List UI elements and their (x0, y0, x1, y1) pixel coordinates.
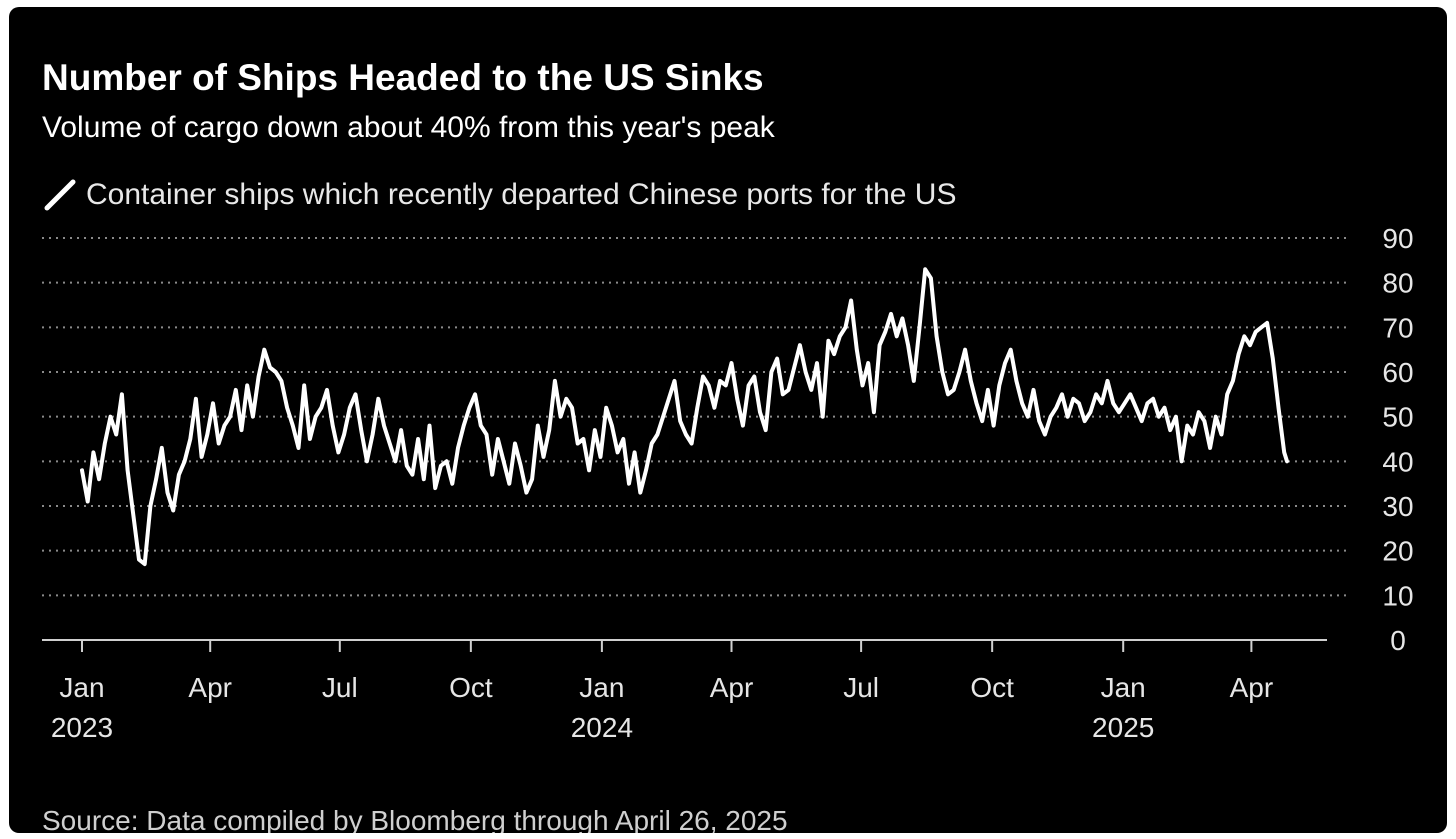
y-tick-label: 50 (1382, 402, 1413, 433)
x-tick-label: Oct (449, 672, 493, 703)
series-line (80, 267, 1289, 567)
chart-card: Number of Ships Headed to the US Sinks V… (9, 7, 1447, 833)
y-tick-label: 0 (1390, 625, 1406, 656)
y-tick-label: 70 (1382, 312, 1413, 343)
x-tick-year-label: 2023 (51, 712, 113, 743)
legend: Container ships which recently departed … (42, 177, 956, 213)
x-tick-label: Jul (322, 672, 358, 703)
x-tick-label: Jan (59, 672, 104, 703)
y-tick-label: 60 (1382, 357, 1413, 388)
y-tick-label: 40 (1382, 446, 1413, 477)
y-tick-label: 20 (1382, 536, 1413, 567)
y-tick-label: 80 (1382, 268, 1413, 299)
x-tick-label: Oct (970, 672, 1014, 703)
x-tick-label: Jul (843, 672, 879, 703)
x-tick-label: Jan (1101, 672, 1146, 703)
x-tick-label: Jan (579, 672, 624, 703)
x-tick-label: Apr (188, 672, 232, 703)
x-tick-label: Apr (710, 672, 754, 703)
legend-label: Container ships which recently departed … (86, 178, 957, 211)
legend-line-icon (42, 177, 78, 213)
source-note: Source: Data compiled by Bloomberg throu… (42, 805, 788, 833)
x-tick-label: Apr (1230, 672, 1274, 703)
x-tick-year-label: 2024 (571, 712, 633, 743)
y-tick-label: 30 (1382, 491, 1413, 522)
x-tick-year-label: 2025 (1092, 712, 1154, 743)
y-tick-label: 10 (1382, 580, 1413, 611)
chart-title: Number of Ships Headed to the US Sinks (42, 57, 764, 98)
y-tick-label: 90 (1382, 223, 1413, 254)
chart-subtitle: Volume of cargo down about 40% from this… (42, 111, 775, 144)
